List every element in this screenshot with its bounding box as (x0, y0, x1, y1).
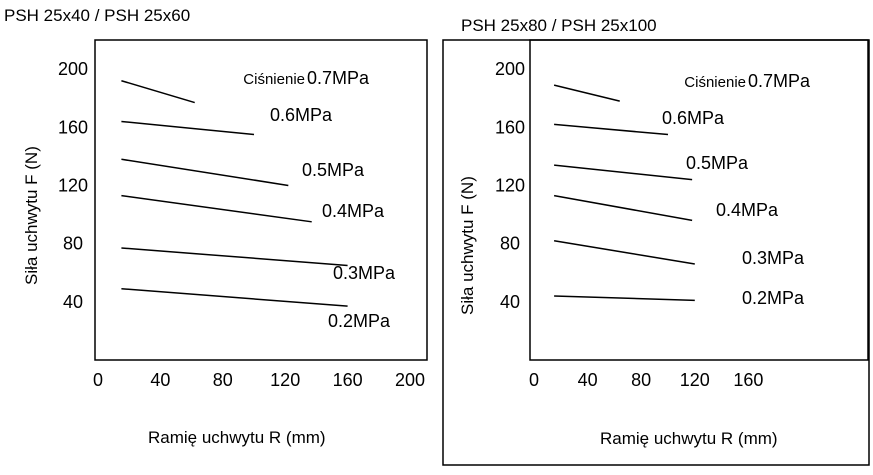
y-tick-label: 80 (500, 234, 520, 254)
y-tick-label: 200 (495, 59, 525, 79)
x-tick-label: 0 (529, 370, 539, 390)
series-line (121, 247, 348, 267)
series-label: 0.3MPa (742, 248, 805, 268)
y-tick-label: 120 (58, 175, 88, 195)
series-label: 0.3MPa (333, 263, 396, 283)
series-label: 0.2MPa (742, 288, 805, 308)
series-label: 0.7MPa (307, 68, 370, 88)
series-label: 0.5MPa (302, 160, 365, 180)
x-axis-label-left: Ramię uchwytu R (mm) (148, 428, 326, 447)
chart-title-left: PSH 25x40 / PSH 25x60 (4, 6, 190, 25)
series-lines-left: Ciśnienie 0.7MPa 0.6MPa 0.5MPa 0.4MPa 0.3MPa 0… (121, 68, 396, 331)
x-tick-label: 160 (733, 370, 763, 390)
x-tick-label: 80 (213, 370, 233, 390)
x-tick-label: 40 (150, 370, 170, 390)
plot-frame-left (94, 39, 428, 361)
y-tick-label: 40 (500, 292, 520, 312)
x-tick-label: 120 (270, 370, 300, 390)
x-tick-label: 40 (578, 370, 598, 390)
series-label: 0.7MPa (748, 71, 811, 91)
x-tick-label: 200 (395, 370, 425, 390)
series-line (554, 295, 695, 302)
chart-panel-right: PSH 25x80 / PSH 25x100 Siła uchwytu F (N… (442, 16, 870, 466)
series-label: 0.2MPa (328, 311, 391, 331)
series-line (121, 158, 289, 187)
series-line (121, 80, 195, 104)
x-tick-label: 0 (93, 370, 103, 390)
series-line (554, 164, 693, 181)
series-label: 0.5MPa (686, 153, 749, 173)
x-tick-label: 120 (680, 370, 710, 390)
tick-labels-left: 0 40 80 120 160 200 40 80 120 160 200 (58, 59, 425, 390)
series-lines-right: Ciśnienie 0.7MPa 0.6MPa 0.5MPa 0.4MPa 0.3MPa 0… (553, 71, 811, 308)
y-axis-label-left: Siła uchwytu F (N) (22, 146, 41, 285)
chart-title-right: PSH 25x80 / PSH 25x100 (461, 16, 657, 35)
x-tick-label: 160 (333, 370, 363, 390)
series-line (554, 123, 669, 136)
series-label: 0.6MPa (270, 105, 333, 125)
series-line (553, 239, 695, 265)
x-tick-label: 80 (631, 370, 651, 390)
pressure-prefix-label: Ciśnienie (243, 71, 305, 88)
y-tick-label: 80 (63, 234, 83, 254)
y-axis-label-right: Siła uchwytu F (N) (458, 176, 477, 315)
y-tick-label: 120 (495, 175, 525, 195)
y-tick-label: 160 (58, 117, 88, 137)
x-axis-label-right: Ramię uchwytu R (mm) (600, 429, 778, 448)
series-line (121, 194, 312, 223)
plot-frame-right (529, 39, 869, 361)
y-tick-label: 200 (58, 59, 88, 79)
series-label: 0.6MPa (662, 108, 725, 128)
pressure-prefix-label: Ciśnienie (684, 74, 746, 91)
series-line (553, 84, 620, 102)
series-line (121, 287, 348, 307)
series-line (121, 120, 255, 136)
y-tick-label: 160 (495, 117, 525, 137)
chart-panel-left: PSH 25x40 / PSH 25x60 Siła uchwytu F (N)… (4, 6, 428, 447)
y-tick-label: 40 (63, 292, 83, 312)
series-label: 0.4MPa (322, 201, 385, 221)
series-line (553, 194, 693, 222)
series-label: 0.4MPa (716, 200, 779, 220)
tick-labels-right: 0 40 80 120 160 40 80 120 160 200 (495, 59, 763, 390)
